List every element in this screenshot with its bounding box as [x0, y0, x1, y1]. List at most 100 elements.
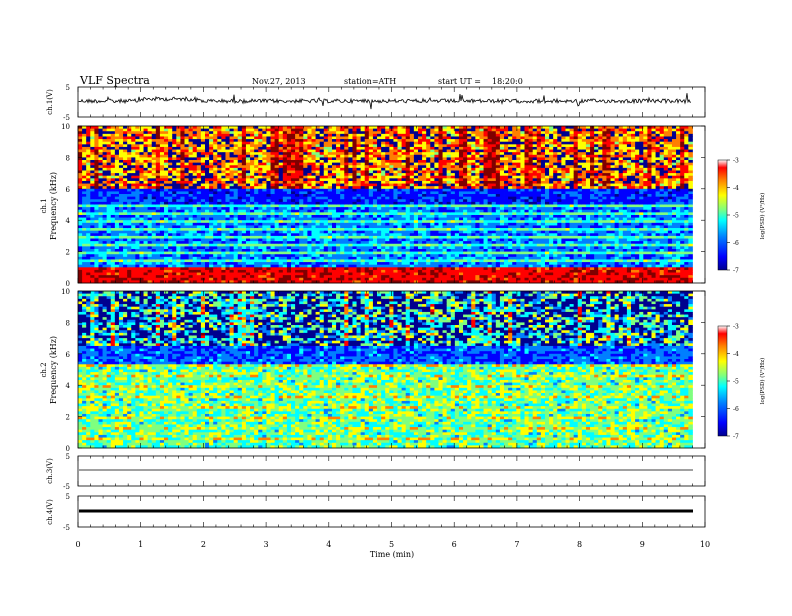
spectrogram-cell	[180, 196, 185, 200]
spectrogram-cell	[225, 214, 230, 218]
spectrogram-cell	[229, 209, 235, 213]
spectrogram-cell	[295, 152, 300, 156]
spectrogram-cell	[180, 165, 185, 169]
spectrogram-cell	[393, 128, 398, 132]
spectrogram-cell	[377, 207, 382, 211]
spectrogram-cell	[348, 217, 353, 221]
spectrogram-cell	[159, 146, 165, 150]
spectrogram-cell	[291, 259, 296, 263]
spectrogram-cell	[200, 149, 206, 153]
spectrogram-cell	[192, 180, 198, 184]
spectrogram-cell	[204, 188, 210, 192]
spectrogram-cell	[110, 144, 116, 148]
spectrogram-cell	[385, 152, 390, 156]
spectrogram-cell	[295, 201, 300, 205]
spectrogram-cell	[319, 207, 325, 211]
spectrogram-cell	[258, 149, 263, 153]
spectrogram-cell	[184, 275, 190, 279]
spectrogram-cell	[123, 241, 128, 245]
spectrogram-cell	[307, 262, 312, 266]
spectrogram-cell	[323, 139, 329, 143]
spectrogram-cell	[192, 262, 198, 266]
spectrogram-cell	[155, 128, 161, 132]
spectrogram-cell	[303, 264, 308, 268]
spectrogram-cell	[225, 152, 230, 156]
spectrogram-cell	[319, 269, 325, 273]
spectrogram-cell	[286, 269, 292, 273]
spectrogram-cell	[368, 139, 374, 143]
spectrogram-cell	[237, 160, 243, 164]
spectrogram-cell	[184, 183, 190, 187]
spectrogram-cell	[397, 233, 403, 237]
spectrogram-cell	[217, 154, 222, 158]
spectrogram-cell	[340, 228, 345, 232]
spectrogram-cell	[168, 269, 173, 273]
spectrogram-cell	[409, 188, 415, 192]
spectrogram-cell	[348, 139, 353, 143]
spectrogram-cell	[90, 186, 95, 190]
spectrogram-cell	[368, 225, 374, 229]
spectrogram-cell	[180, 201, 185, 205]
spectrogram-cell	[311, 243, 316, 247]
spectrogram-cell	[401, 228, 407, 232]
spectrogram-cell	[164, 220, 169, 224]
spectrogram-cell	[319, 233, 325, 237]
spectrogram-cell	[262, 162, 267, 166]
spectrogram-cell	[344, 194, 349, 198]
spectrogram-cell	[192, 165, 198, 169]
spectrogram-cell	[348, 146, 353, 150]
spectrogram-cell	[114, 180, 120, 184]
spectrogram-cell	[204, 149, 210, 153]
spectrogram-cell	[381, 149, 386, 153]
spectrogram-cell	[114, 207, 120, 211]
spectrogram-cell	[176, 204, 181, 208]
spectrogram-cell	[213, 146, 218, 150]
spectrogram-cell	[344, 191, 349, 195]
spectrogram-cell	[405, 204, 411, 208]
spectrogram-cell	[327, 128, 333, 132]
spectrogram-cell	[233, 233, 239, 237]
spectrogram-cell	[200, 160, 206, 164]
spectrogram-cell	[409, 196, 415, 200]
spectrogram-cell	[184, 136, 190, 140]
spectrogram-cell	[340, 267, 345, 271]
spectrogram-cell	[196, 272, 202, 276]
spectrogram-cell	[164, 254, 169, 258]
spectrogram-cell	[389, 275, 394, 279]
spectrogram-cell	[385, 136, 390, 140]
spectrogram-cell	[262, 222, 267, 226]
spectrogram-cell	[241, 170, 247, 174]
spectrogram-cell	[229, 214, 235, 218]
spectrogram-cell	[196, 238, 202, 242]
spectrogram-cell	[372, 256, 378, 260]
spectrogram-cell	[364, 204, 370, 208]
spectrogram-cell	[299, 162, 304, 166]
spectrogram-cell	[344, 175, 349, 179]
spectrogram-cell	[155, 262, 161, 266]
spectrogram-cell	[143, 243, 149, 247]
spectrogram-cell	[164, 256, 169, 260]
spectrogram-cell	[262, 149, 267, 153]
spectrogram-cell	[397, 204, 403, 208]
spectrogram-cell	[118, 128, 124, 132]
spectrogram-cell	[127, 178, 132, 182]
spectrogram-cell	[127, 228, 132, 232]
spectrogram-cell	[315, 233, 321, 237]
spectrogram-cell	[360, 149, 366, 153]
spectrogram-cell	[291, 167, 296, 171]
spectrogram-cell	[344, 272, 349, 276]
spectrogram-cell	[413, 233, 419, 237]
ch1-waveform	[78, 93, 692, 110]
spectrogram-cell	[200, 248, 206, 252]
spectrogram-cell	[139, 254, 144, 258]
spectrogram-cell	[151, 126, 157, 130]
spectrogram-cell	[315, 235, 321, 239]
spectrogram-cell	[143, 157, 149, 161]
spectrogram-cell	[405, 154, 411, 158]
spectrogram-cell	[209, 275, 214, 279]
spectrogram-cell	[229, 194, 235, 198]
spectrogram-cell	[229, 191, 235, 195]
spectrogram-cell	[413, 126, 419, 130]
spectrogram-cell	[123, 160, 128, 164]
spectrogram-cell	[278, 256, 284, 260]
